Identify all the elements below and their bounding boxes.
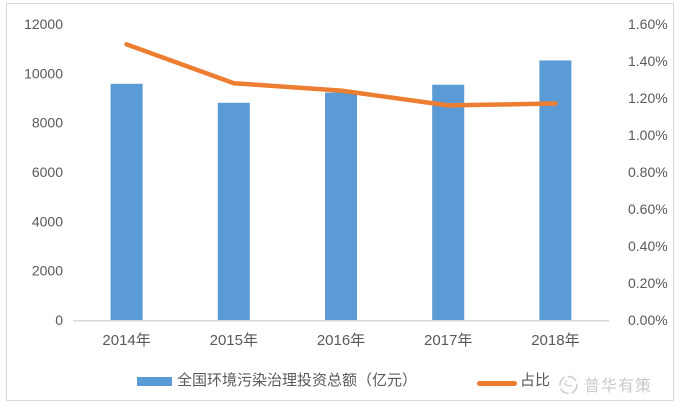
right-axis-tick-label: 0.00%: [628, 312, 668, 328]
bar-2015年: [217, 102, 250, 320]
left-axis-tick-label: 10000: [24, 65, 63, 81]
puhua-youce-logo-icon: [559, 375, 578, 394]
bar-2014年: [110, 83, 143, 321]
watermark: 普华有策: [557, 372, 652, 396]
left-axis-tick-label: 6000: [32, 164, 63, 180]
x-axis-category-label: 2016年: [317, 332, 365, 349]
right-axis-tick-label: 0.80%: [628, 164, 668, 180]
legend-line-swatch: [477, 381, 517, 386]
right-axis-tick-label: 1.20%: [628, 90, 668, 106]
x-axis-category-label: 2014年: [102, 332, 150, 349]
bar-2017年: [432, 84, 465, 320]
left-axis-tick-label: 12000: [24, 16, 63, 32]
legend-bar-label: 全国环境污染治理投资总额（亿元）: [177, 372, 418, 389]
left-axis-tick-label: 8000: [32, 115, 63, 131]
left-axis-tick-label: 0: [55, 312, 63, 328]
x-axis-category-label: 2015年: [210, 332, 258, 349]
right-axis-tick-label: 1.60%: [628, 16, 668, 32]
right-axis-tick-label: 0.60%: [628, 201, 668, 217]
legend-bar-swatch: [137, 377, 172, 386]
left-axis-tick-label: 2000: [32, 263, 63, 279]
right-axis-tick-label: 1.00%: [628, 127, 668, 143]
bar-2016年: [325, 92, 357, 320]
x-axis-category-label: 2017年: [424, 332, 472, 349]
right-axis-tick-label: 0.20%: [628, 275, 668, 291]
right-axis-tick-label: 1.40%: [628, 53, 668, 69]
bar-2018年: [539, 60, 572, 320]
left-axis-tick-label: 4000: [32, 213, 63, 229]
right-axis-tick-label: 0.40%: [628, 238, 668, 254]
legend-line-label: 占比: [520, 372, 551, 389]
trend-line: [124, 42, 558, 108]
x-axis-category-label: 2018年: [531, 332, 579, 349]
watermark-text: 普华有策: [584, 378, 653, 395]
